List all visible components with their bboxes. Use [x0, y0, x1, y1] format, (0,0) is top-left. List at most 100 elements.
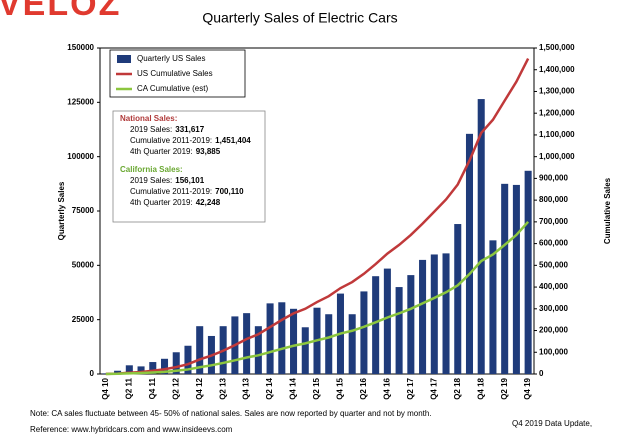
bar: [278, 302, 286, 374]
annotation-box: [112, 110, 266, 223]
bar: [419, 259, 427, 374]
annotation-value: 93,885: [196, 147, 221, 156]
annotation-line: 2019 Sales: 331,617: [130, 125, 205, 134]
bar: [160, 358, 169, 374]
y2-axis-title: Cumulative Sales: [603, 177, 612, 244]
bar: [196, 326, 204, 374]
bar: [325, 314, 333, 374]
legend-label: CA Cumulative (est): [137, 84, 208, 93]
x-tick-label: Q4 18: [476, 377, 485, 399]
bar: [501, 183, 509, 374]
bar: [489, 240, 497, 374]
footer-reference: Reference: www.hybridcars.com and www.in…: [30, 425, 233, 434]
bar: [395, 287, 403, 374]
x-tick-label: Q2 17: [406, 377, 415, 399]
x-tick-label: Q4 19: [523, 377, 532, 399]
y2-tick-label: 800,000: [539, 195, 568, 204]
footer-update: Q4 2019 Data Update,: [512, 419, 592, 428]
y2-tick-label: 100,000: [539, 347, 568, 356]
y-tick-label: 150000: [67, 43, 94, 52]
annotation-line: Cumulative 2011-2019: 700,110: [130, 187, 244, 196]
x-tick-label: Q2 18: [453, 377, 462, 399]
bar: [184, 345, 192, 374]
annotation-label: Cumulative 2011-2019:: [130, 187, 212, 196]
y2-tick-label: 1,300,000: [539, 87, 575, 96]
y2-tick-label: 200,000: [539, 326, 568, 335]
y2-tick-label: 900,000: [539, 174, 568, 183]
footer-note: Note: CA sales fluctuate between 45- 50%…: [30, 409, 432, 418]
y2-tick-label: 300,000: [539, 304, 568, 313]
bar: [137, 366, 145, 374]
x-tick-label: Q2 11: [124, 377, 133, 399]
bar: [524, 170, 532, 374]
bar: [383, 268, 391, 374]
x-tick-label: Q4 11: [148, 377, 157, 399]
y2-tick-label: 700,000: [539, 217, 568, 226]
bar: [454, 224, 462, 374]
y2-tick-label: 400,000: [539, 282, 568, 291]
y-tick-label: 0: [90, 369, 95, 378]
annotation-value: 331,617: [175, 125, 204, 134]
chart-title: Quarterly Sales of Electric Cars: [202, 10, 397, 26]
bar: [465, 133, 474, 374]
x-tick-label: Q4 10: [101, 377, 110, 399]
y-tick-label: 75000: [72, 206, 95, 215]
y-tick-label: 25000: [72, 315, 95, 324]
annotation-value: 700,110: [215, 187, 244, 196]
annotation-heading: California Sales:: [120, 165, 183, 174]
bar: [372, 276, 380, 374]
y2-tick-label: 1,400,000: [539, 65, 575, 74]
y2-tick-label: 500,000: [539, 260, 568, 269]
line: [105, 221, 530, 376]
legend-label: Quarterly US Sales: [137, 54, 205, 63]
annotation-line: Cumulative 2011-2019: 1,451,404: [130, 136, 251, 145]
y-tick-label: 100000: [67, 152, 94, 161]
x-tick-label: Q4 13: [242, 377, 251, 399]
logo: VELOZ: [0, 0, 121, 23]
annotation-label: Cumulative 2011-2019:: [130, 136, 212, 145]
x-tick-label: Q2 19: [500, 377, 509, 399]
x-tick-label: Q4 14: [289, 377, 298, 399]
annotation-heading: National Sales:: [120, 114, 177, 123]
bar: [266, 303, 274, 374]
annotation-label: 4th Quarter 2019:: [130, 198, 193, 207]
annotation-line: 4th Quarter 2019: 93,885: [130, 147, 221, 156]
bar: [125, 365, 133, 374]
x-tick-label: Q4 17: [429, 377, 438, 399]
legend-box: [109, 49, 246, 98]
annotation-value: 156,101: [175, 176, 204, 185]
bar: [430, 254, 438, 374]
y2-tick-label: 1,200,000: [539, 108, 575, 117]
bar: [254, 326, 262, 374]
x-tick-label: Q2 15: [312, 377, 321, 399]
x-tick-label: Q2 12: [171, 377, 180, 399]
x-tick-label: Q2 16: [359, 377, 368, 399]
y2-tick-label: 600,000: [539, 239, 568, 248]
x-tick-label: Q2 13: [218, 377, 227, 399]
y2-tick-label: 1,500,000: [539, 43, 575, 52]
legend-label: US Cumulative Sales: [137, 69, 213, 78]
annotation-value: 1,451,404: [215, 136, 251, 145]
y2-tick-label: 0: [539, 369, 544, 378]
annotation-line: 4th Quarter 2019: 42,248: [130, 198, 221, 207]
bar: [149, 362, 157, 374]
y-tick-label: 50000: [72, 260, 95, 269]
y2-tick-label: 1,100,000: [539, 130, 575, 139]
x-tick-label: Q4 15: [336, 377, 345, 399]
bar: [477, 99, 485, 374]
legend-swatch: [117, 55, 131, 63]
bar: [172, 352, 180, 374]
annotation-label: 2019 Sales:: [130, 125, 172, 134]
annotation-label: 2019 Sales:: [130, 176, 172, 185]
bar: [442, 253, 450, 374]
bar: [243, 313, 251, 374]
annotation-line: 2019 Sales: 156,101: [130, 176, 205, 185]
bar: [348, 314, 356, 374]
y2-tick-label: 1,000,000: [539, 152, 575, 161]
annotation-label: 4th Quarter 2019:: [130, 147, 193, 156]
line: [105, 57, 530, 376]
bar: [290, 308, 298, 374]
x-tick-label: Q4 16: [382, 377, 391, 399]
annotation-value: 42,248: [196, 198, 221, 207]
bar: [407, 275, 415, 374]
